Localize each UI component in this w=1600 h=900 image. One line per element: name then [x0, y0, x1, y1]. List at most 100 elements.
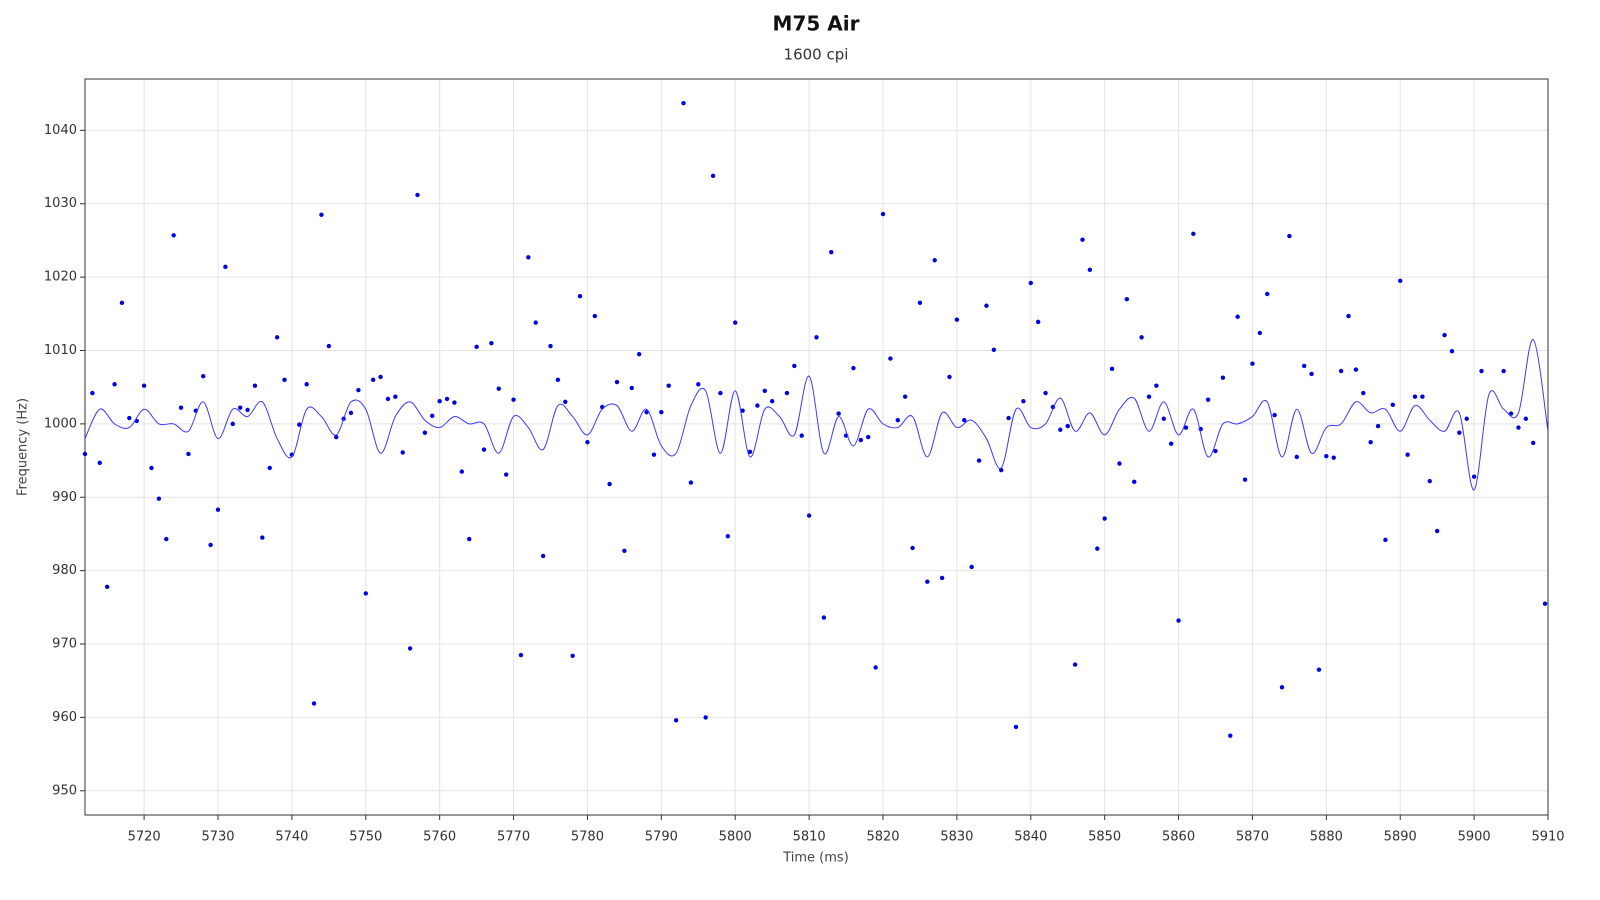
data-point	[141, 383, 147, 388]
data-point	[592, 313, 598, 319]
data-point	[1176, 618, 1181, 623]
data-point	[629, 385, 634, 391]
data-point	[1464, 416, 1469, 421]
data-point	[1265, 291, 1270, 297]
data-point	[430, 413, 435, 419]
data-point	[607, 481, 612, 487]
data-point	[1449, 349, 1455, 354]
data-point	[164, 536, 169, 542]
data-point	[274, 335, 280, 340]
x-tick-label: 5730	[201, 830, 234, 845]
data-point	[673, 718, 679, 723]
data-point	[836, 411, 841, 416]
data-point	[1191, 231, 1196, 237]
data-point	[1324, 453, 1329, 459]
data-point	[873, 665, 878, 670]
data-point	[518, 652, 524, 658]
data-point	[363, 591, 368, 596]
data-point	[1242, 477, 1248, 482]
data-point	[1316, 667, 1322, 672]
data-point	[1139, 335, 1144, 340]
x-tick-label: 5760	[423, 830, 456, 845]
data-point	[178, 405, 184, 410]
data-point	[570, 653, 575, 658]
data-point	[962, 418, 967, 423]
x-tick-label: 5800	[719, 830, 752, 845]
data-point	[326, 343, 332, 349]
data-point	[496, 386, 501, 391]
data-point	[688, 480, 694, 485]
data-point	[1368, 440, 1373, 445]
data-point	[1309, 371, 1314, 377]
data-point	[651, 452, 657, 457]
chart-title: M75 Air	[773, 12, 860, 36]
data-point	[1058, 427, 1063, 432]
data-point	[1420, 394, 1425, 399]
x-tick-label: 5770	[497, 830, 530, 845]
data-point	[681, 101, 686, 106]
data-point	[1205, 397, 1211, 402]
data-point	[1250, 361, 1255, 366]
data-point	[400, 450, 405, 455]
data-point	[533, 320, 538, 325]
y-tick-label: 1030	[44, 196, 77, 211]
data-point	[385, 396, 391, 402]
data-point	[1501, 368, 1506, 374]
data-point	[97, 460, 102, 465]
data-point	[888, 356, 893, 361]
data-point	[356, 387, 361, 393]
y-tick-label: 1000	[44, 416, 77, 431]
data-point	[984, 303, 989, 308]
x-tick-label: 5900	[1458, 830, 1491, 845]
data-point	[1109, 366, 1115, 372]
data-point	[1095, 546, 1100, 551]
data-point	[1412, 394, 1418, 399]
data-point	[1132, 479, 1137, 485]
data-point	[1013, 724, 1019, 730]
data-point	[747, 449, 753, 454]
data-point	[733, 320, 738, 325]
data-point	[792, 363, 797, 369]
data-point	[459, 469, 465, 474]
data-point	[1117, 461, 1122, 466]
data-point	[976, 458, 982, 463]
data-point	[1390, 402, 1396, 408]
data-point	[954, 317, 960, 322]
data-point	[444, 396, 450, 402]
data-point	[1257, 330, 1263, 336]
data-point	[1508, 411, 1514, 416]
data-point	[1442, 332, 1447, 338]
data-point	[503, 472, 509, 477]
data-point	[1183, 425, 1189, 430]
y-tick-label: 1040	[44, 123, 77, 138]
data-point	[1006, 415, 1011, 421]
data-point	[370, 377, 376, 383]
data-point	[1398, 278, 1403, 283]
x-tick-label: 5720	[128, 830, 161, 845]
data-point	[829, 249, 834, 255]
chart-subtitle: 1600 cpi	[784, 46, 849, 64]
data-point	[1146, 394, 1152, 399]
data-point	[1124, 296, 1130, 302]
data-point	[939, 575, 945, 581]
data-point	[1523, 416, 1529, 421]
data-point	[348, 410, 354, 416]
data-point	[1102, 516, 1107, 521]
data-point	[880, 211, 886, 217]
data-point	[636, 351, 642, 357]
data-point	[378, 374, 383, 380]
data-point	[311, 701, 317, 706]
data-point	[540, 553, 546, 559]
data-point	[666, 383, 671, 388]
data-point	[925, 579, 930, 584]
data-point	[156, 496, 162, 501]
data-point	[1516, 425, 1521, 430]
x-tick-label: 5860	[1162, 830, 1195, 845]
data-point	[769, 398, 775, 404]
data-point	[1361, 390, 1366, 396]
data-point	[821, 615, 827, 620]
x-tick-label: 5910	[1531, 830, 1564, 845]
x-tick-label: 5740	[275, 830, 308, 845]
data-point	[1457, 430, 1462, 435]
